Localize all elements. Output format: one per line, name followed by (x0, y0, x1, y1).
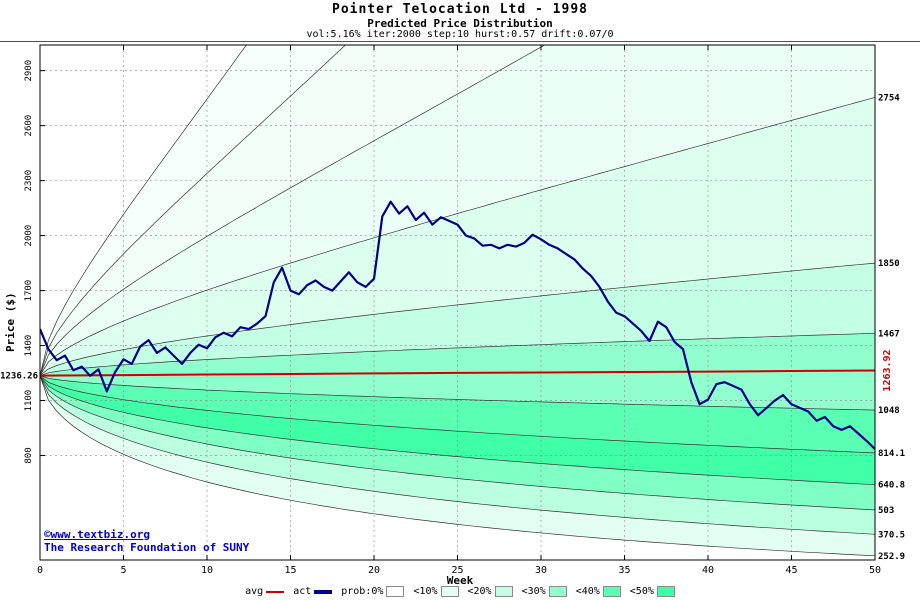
watermark: ©www.textbiz.org The Research Foundation… (44, 528, 249, 554)
legend-item-40: <40% (576, 586, 621, 597)
x-tick-label: 50 (869, 565, 881, 576)
legend-label: <40% (575, 586, 600, 597)
chart-subtitle: Predicted Price Distribution (367, 17, 553, 30)
right-terminal-label: 814.1 (878, 449, 905, 459)
textbiz-link[interactable]: ©www.textbiz.org (44, 528, 150, 541)
legend-label: <50% (629, 586, 654, 597)
right-terminal-label: 370.5 (878, 530, 905, 540)
right-terminal-label: 640.8 (878, 481, 905, 491)
legend-swatch (266, 590, 285, 593)
legend-label: prob:0% (341, 586, 384, 597)
y-tick-label: 1700 (24, 280, 34, 302)
legend-item-50: <50% (630, 586, 675, 597)
right-terminal-label: 1467 (878, 329, 900, 339)
legend-swatch (602, 586, 621, 597)
x-tick-label: 30 (535, 565, 547, 576)
right-terminal-label: 2754 (878, 93, 900, 103)
legend-label: <30% (521, 586, 546, 597)
x-tick-label: 35 (618, 565, 630, 576)
x-tick-label: 25 (451, 565, 463, 576)
legend-swatch (314, 589, 333, 594)
legend-item-prob0: prob:0% (341, 586, 405, 597)
legend-label: <20% (467, 586, 492, 597)
x-tick-label: 5 (120, 565, 126, 576)
page-title: Pointer Telocation Ltd - 1998 (332, 2, 588, 17)
actual-price-line (40, 200, 875, 450)
legend-swatch (548, 586, 567, 597)
legend-swatch (440, 586, 459, 597)
legend-swatch (656, 586, 675, 597)
legend-item-act: act (293, 586, 333, 597)
y-tick-label: 2900 (24, 60, 34, 82)
legend-label: <10% (413, 586, 438, 597)
legend-swatch (494, 586, 513, 597)
average-price-line (40, 369, 875, 377)
start-price-label: 1236.26 (0, 372, 38, 382)
x-tick-label: 10 (201, 565, 213, 576)
legend-item-30: <30% (522, 586, 567, 597)
research-foundation-label: The Research Foundation of SUNY (44, 541, 250, 554)
percentile-curves (40, 45, 875, 557)
simulation-params: vol:5.16% iter:2000 step:10 hurst:0.57 d… (306, 29, 614, 40)
legend-item-avg: avg (245, 586, 285, 597)
legend-label: act (293, 586, 312, 597)
right-terminal-label: 1048 (878, 406, 900, 416)
x-axis-label: Week (446, 574, 474, 587)
chart-legend: avg act prob:0% <10% <20% <30% <40% <50% (0, 586, 920, 597)
y-tick-label: 800 (24, 447, 34, 463)
y-tick-label: 1400 (24, 335, 34, 357)
x-tick-label: 45 (785, 565, 797, 576)
y-tick-label: 2600 (24, 115, 34, 137)
legend-swatch (386, 586, 405, 597)
right-terminal-label: 252.9 (878, 552, 905, 562)
right-terminal-label: 503 (878, 506, 894, 516)
y-tick-label: 1100 (24, 390, 34, 412)
right-terminal-label: 1850 (878, 259, 900, 269)
y-axis-label: Price ($) (4, 292, 17, 352)
legend-label: avg (245, 586, 264, 597)
gridlines (40, 45, 875, 560)
y-tick-label: 2000 (24, 225, 34, 247)
legend-item-20: <20% (468, 586, 513, 597)
x-tick-label: 20 (368, 565, 380, 576)
y-tick-label: 2300 (24, 170, 34, 192)
x-tick-label: 15 (284, 565, 296, 576)
legend-item-10: <10% (413, 586, 459, 597)
x-tick-label: 40 (702, 565, 714, 576)
avg-terminal-label: 1263.92 (882, 349, 893, 391)
header-divider (0, 41, 920, 42)
x-tick-label: 0 (37, 565, 43, 576)
